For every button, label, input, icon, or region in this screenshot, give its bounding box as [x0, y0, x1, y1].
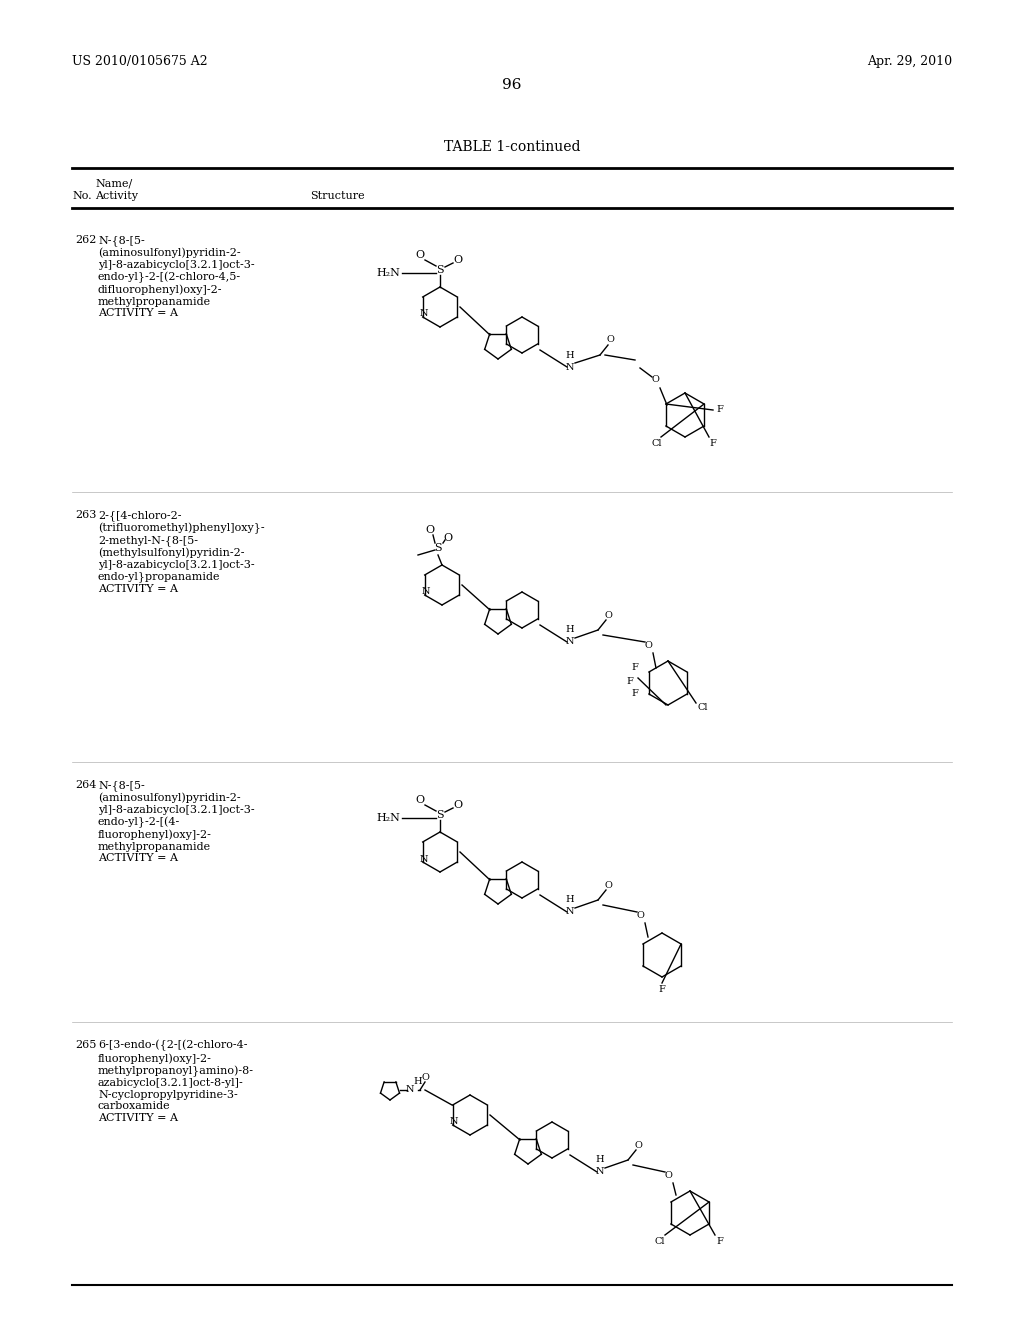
Text: H₂N: H₂N — [376, 813, 400, 822]
Text: S: S — [436, 265, 443, 275]
Text: 6-[3-endo-({2-[(2-chloro-4-
fluorophenyl)oxy]-2-
methylpropanoyl}amino)-8-
azabi: 6-[3-endo-({2-[(2-chloro-4- fluorophenyl… — [98, 1040, 254, 1123]
Text: TABLE 1-continued: TABLE 1-continued — [443, 140, 581, 154]
Text: N: N — [406, 1085, 415, 1094]
Text: N: N — [565, 638, 574, 647]
Text: O: O — [454, 800, 463, 810]
Text: Cl: Cl — [697, 704, 709, 713]
Text: 2-{[4-chloro-2-
(trifluoromethyl)phenyl]oxy}-
2-methyl-N-{8-[5-
(methylsulfonyl): 2-{[4-chloro-2- (trifluoromethyl)phenyl]… — [98, 510, 264, 594]
Text: H: H — [565, 351, 574, 359]
Text: O: O — [443, 533, 453, 543]
Text: Structure: Structure — [310, 191, 365, 201]
Text: N-{8-[5-
(aminosulfonyl)pyridin-2-
yl]-8-azabicyclo[3.2.1]oct-3-
endo-yl}-2-[(4-: N-{8-[5- (aminosulfonyl)pyridin-2- yl]-8… — [98, 780, 255, 863]
Text: Name/: Name/ — [95, 178, 132, 187]
Text: Cl: Cl — [654, 1237, 666, 1246]
Text: N: N — [420, 309, 428, 318]
Text: F: F — [626, 676, 633, 685]
Text: N: N — [596, 1167, 604, 1176]
Text: O: O — [604, 880, 612, 890]
Text: N-{8-[5-
(aminosulfonyl)pyridin-2-
yl]-8-azabicyclo[3.2.1]oct-3-
endo-yl}-2-[(2-: N-{8-[5- (aminosulfonyl)pyridin-2- yl]-8… — [98, 235, 255, 318]
Text: S: S — [436, 810, 443, 820]
Text: 264: 264 — [75, 780, 96, 789]
Text: 265: 265 — [75, 1040, 96, 1049]
Text: O: O — [636, 911, 644, 920]
Text: 96: 96 — [502, 78, 522, 92]
Text: N: N — [422, 587, 430, 597]
Text: O: O — [425, 525, 434, 535]
Text: N: N — [565, 908, 574, 916]
Text: 262: 262 — [75, 235, 96, 246]
Text: H: H — [565, 626, 574, 635]
Text: N: N — [420, 854, 428, 863]
Text: F: F — [710, 438, 717, 447]
Text: H: H — [414, 1077, 422, 1086]
Text: O: O — [604, 610, 612, 619]
Text: H₂N: H₂N — [376, 268, 400, 279]
Text: S: S — [434, 543, 441, 553]
Text: F: F — [717, 405, 723, 414]
Text: O: O — [606, 335, 614, 345]
Text: 263: 263 — [75, 510, 96, 520]
Text: Activity: Activity — [95, 191, 138, 201]
Text: H: H — [596, 1155, 604, 1164]
Text: O: O — [416, 249, 425, 260]
Text: O: O — [664, 1171, 672, 1180]
Text: N: N — [565, 363, 574, 371]
Text: H: H — [565, 895, 574, 904]
Text: O: O — [634, 1140, 642, 1150]
Text: Apr. 29, 2010: Apr. 29, 2010 — [867, 55, 952, 69]
Text: F: F — [631, 689, 638, 697]
Text: No.: No. — [72, 191, 91, 201]
Text: O: O — [416, 795, 425, 805]
Text: F: F — [717, 1237, 723, 1246]
Text: O: O — [651, 375, 658, 384]
Text: F: F — [658, 986, 666, 994]
Text: F: F — [631, 664, 638, 672]
Text: N: N — [450, 1118, 458, 1126]
Text: US 2010/0105675 A2: US 2010/0105675 A2 — [72, 55, 208, 69]
Text: O: O — [454, 255, 463, 265]
Text: Cl: Cl — [651, 438, 663, 447]
Text: O: O — [421, 1073, 429, 1082]
Text: O: O — [644, 640, 652, 649]
